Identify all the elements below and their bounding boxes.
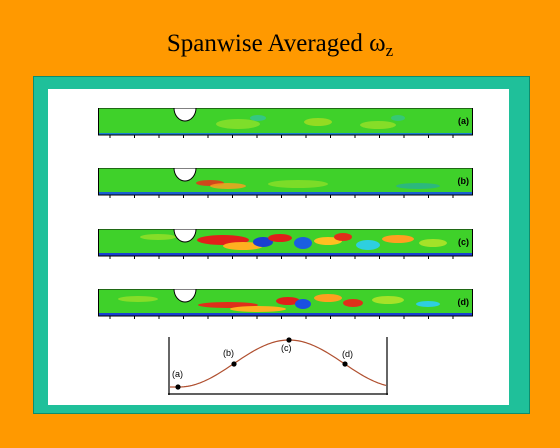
vorticity-strip-a: (a) — [98, 108, 473, 138]
phase-label-c: (c) — [281, 343, 292, 353]
vorticity-strip-d: (d) — [98, 289, 473, 319]
phase-label-d: (d) — [342, 349, 353, 359]
vorticity-strip-b: (b) — [98, 168, 473, 198]
phase-label-a: (a) — [172, 369, 183, 379]
phase-point-a — [175, 384, 181, 390]
slide-title: Spanwise Averaged ωz — [166, 30, 394, 60]
phase-point-b — [231, 361, 237, 367]
strip-label-a: (a) — [458, 116, 469, 126]
vorticity-strip-c: (c) — [98, 229, 473, 259]
phase-point-d — [342, 361, 348, 367]
strip-label-b: (b) — [457, 176, 470, 186]
strip-label-d: (d) — [457, 297, 470, 307]
phase-point-c — [286, 337, 292, 343]
phase-label-b: (b) — [223, 348, 234, 358]
phase-curve-plot: (a) (b) (c) (d) — [168, 337, 388, 395]
strip-label-c: (c) — [458, 237, 469, 247]
